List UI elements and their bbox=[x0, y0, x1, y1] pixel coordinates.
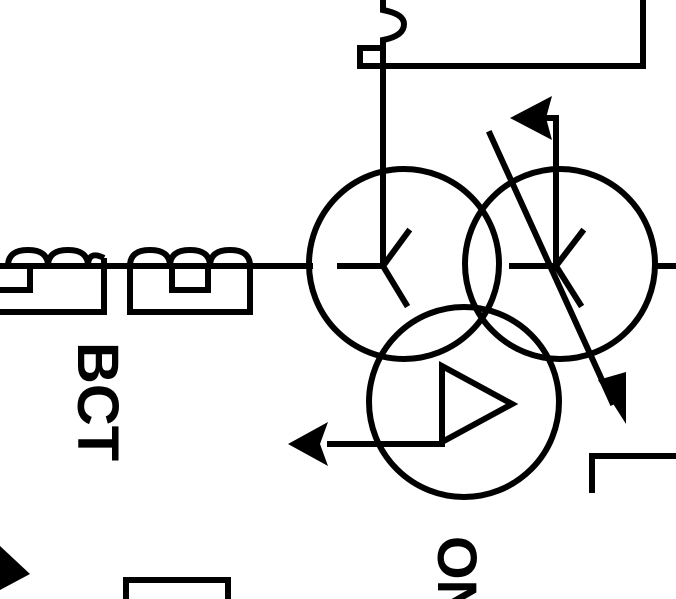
left-arrow-icon bbox=[288, 422, 328, 466]
primary-winding bbox=[306, 166, 502, 362]
wye-primary-icon bbox=[337, 227, 413, 309]
top-terminal bbox=[357, 0, 646, 69]
tap-changer-arrow bbox=[486, 130, 626, 424]
bct-label: BCT bbox=[65, 342, 130, 461]
tertiary-winding bbox=[366, 304, 562, 500]
bct-coil-2 bbox=[127, 246, 253, 315]
right-bracket bbox=[589, 453, 676, 493]
left-edge-marker-icon bbox=[0, 546, 30, 590]
diagonal-arrowhead-icon bbox=[598, 372, 626, 424]
up-arrow-icon bbox=[510, 96, 552, 140]
tertiary-partial-label: ON bbox=[426, 536, 489, 599]
transformer-symbol bbox=[306, 166, 658, 500]
secondary-neutral-arrow bbox=[510, 96, 559, 269]
bct-coil-1 bbox=[0, 246, 107, 315]
bottom-box bbox=[123, 577, 231, 599]
delta-tertiary-icon bbox=[288, 360, 519, 466]
